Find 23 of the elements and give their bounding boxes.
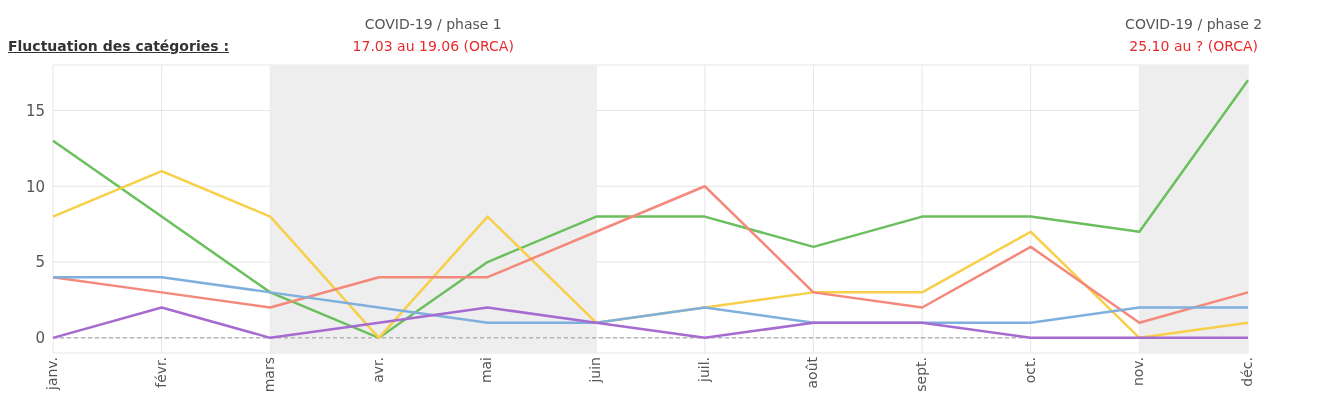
x-tick-label: oct. [1021,357,1038,384]
x-tick-label: août [804,356,821,389]
y-tick-label: 0 [35,329,45,348]
x-tick-label: déc. [1238,357,1255,387]
y-tick-label: 10 [25,177,45,196]
x-tick-label: mars [261,357,278,393]
chart-title: Fluctuation des catégories : [8,38,229,54]
band-label: COVID-19 / phase 1 [364,16,502,32]
y-tick-label: 5 [35,253,45,272]
x-tick-label: sept. [913,357,930,392]
x-tick-label: juil. [695,357,712,383]
line-series [51,185,1250,324]
x-tick-label: mai [478,357,495,384]
band-label: COVID-19 / phase 2 [1125,16,1263,32]
text: 25.10 au ? (ORCA) [1129,38,1258,54]
y-tick-label: 15 [25,101,45,120]
text: 17.03 au 19.06 (ORCA) [352,38,514,54]
x-tick-label: avr. [369,357,386,383]
x-tick-label: juin [587,357,604,384]
x-tick-label: févr. [152,357,169,388]
line-series [51,78,1250,340]
x-tick-label: janv. [43,357,60,391]
x-tick-label: nov. [1130,357,1147,387]
